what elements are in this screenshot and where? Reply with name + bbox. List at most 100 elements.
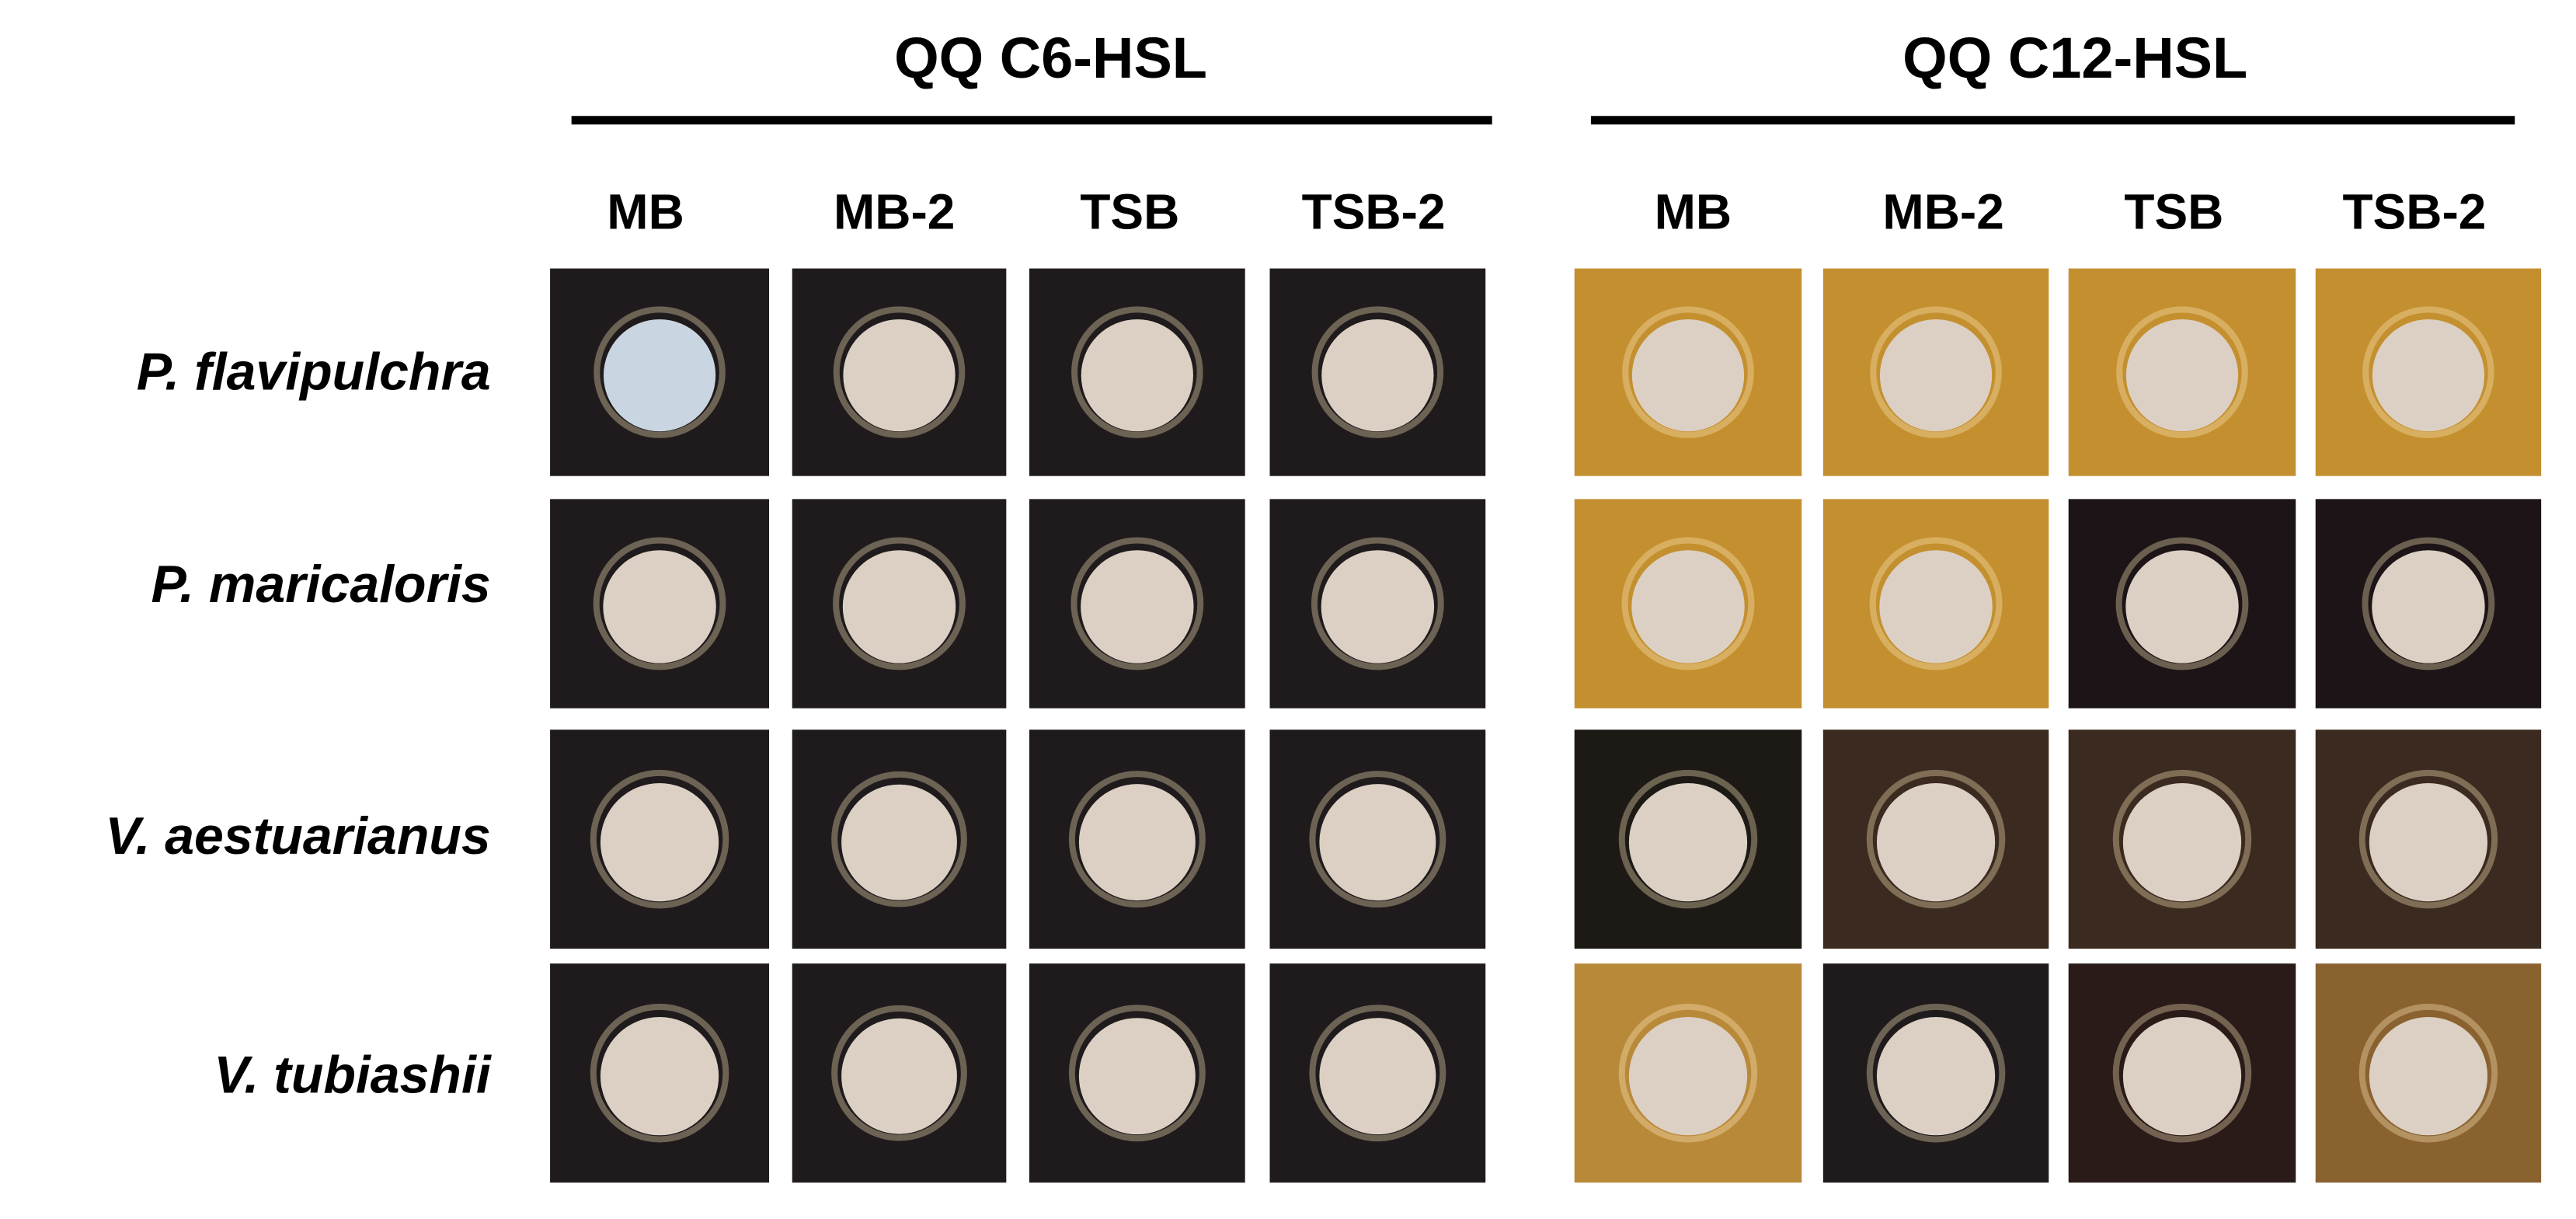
- photo-tile: [1574, 963, 1802, 1183]
- well: [1876, 1017, 1996, 1136]
- photo-tile: [792, 499, 1007, 709]
- column-header: MB: [1655, 184, 1732, 240]
- well: [841, 784, 957, 900]
- well: [1879, 319, 1993, 432]
- well: [1319, 784, 1436, 901]
- well: [2369, 783, 2488, 902]
- column-header: TSB-2: [2342, 184, 2486, 240]
- column-header: TSB-2: [1302, 184, 1446, 240]
- well-rim: [831, 771, 967, 907]
- well: [2369, 1017, 2488, 1136]
- well-rim: [1068, 1005, 1206, 1142]
- photo-tile: [1269, 730, 1486, 949]
- well-rim: [1311, 306, 1444, 438]
- well-rim: [2116, 306, 2248, 438]
- group-title: QQ C12-HSL: [1902, 26, 2247, 90]
- well: [2372, 550, 2485, 663]
- well-rim: [2358, 769, 2498, 909]
- photo-tile: [2315, 499, 2542, 709]
- photo-tile: [550, 499, 770, 709]
- well-rim: [590, 769, 729, 909]
- well: [843, 319, 956, 432]
- row-label: P. flavipulchra: [137, 342, 491, 401]
- well: [1321, 319, 1434, 432]
- well: [600, 783, 719, 902]
- well-rim: [2112, 1003, 2252, 1143]
- well-rim: [1309, 1005, 1446, 1142]
- photo-tile: [2068, 963, 2296, 1183]
- well-rim: [2362, 537, 2495, 670]
- well-rim: [1068, 771, 1206, 908]
- photo-tile: [1029, 268, 1245, 476]
- photo-tile: [550, 963, 770, 1183]
- well-rim: [1621, 537, 1755, 670]
- row-label: V. tubiashii: [214, 1046, 493, 1105]
- well: [1319, 1018, 1436, 1135]
- well-rim: [1309, 771, 1446, 908]
- photo-tile: [792, 730, 1007, 949]
- well-rim: [831, 1005, 967, 1141]
- well: [841, 1018, 957, 1134]
- well: [1628, 783, 1748, 902]
- well-rim: [594, 306, 726, 438]
- well-rim: [1866, 1003, 2006, 1143]
- well-rim: [1870, 306, 2002, 438]
- column-header: TSB: [1080, 184, 1179, 240]
- well: [1628, 1017, 1748, 1136]
- photo-tile: [2068, 268, 2296, 476]
- photo-tile: [2068, 499, 2296, 709]
- photo-tile: [2315, 268, 2542, 476]
- photo-tile: [1269, 499, 1486, 709]
- well: [603, 550, 716, 663]
- well: [1631, 319, 1745, 432]
- photo-tile: [1574, 499, 1802, 709]
- group-title: QQ C6-HSL: [894, 26, 1207, 90]
- well-rim: [593, 537, 726, 670]
- well-rim: [1869, 537, 2003, 670]
- well-rim: [2362, 306, 2494, 438]
- row-label: V. aestuarianus: [105, 806, 490, 865]
- well: [2125, 319, 2239, 432]
- photo-tile: [550, 730, 770, 949]
- row-label: P. maricaloris: [151, 555, 490, 614]
- photo-tile: [792, 268, 1007, 476]
- well-rim: [1866, 769, 2006, 909]
- photo-tile: [1574, 730, 1802, 949]
- photo-tile: [1029, 963, 1245, 1183]
- well: [2372, 319, 2485, 432]
- photo-tile: [1822, 963, 2049, 1183]
- photo-tile: [792, 963, 1007, 1183]
- well-rim: [2112, 769, 2252, 909]
- column-header: MB-2: [834, 184, 955, 240]
- well: [603, 319, 716, 432]
- well: [2122, 1017, 2242, 1136]
- well: [1876, 783, 1996, 902]
- column-header: MB: [607, 184, 684, 240]
- photo-tile: [2068, 730, 2296, 949]
- well-rim: [2115, 537, 2249, 670]
- well-rim: [2358, 1003, 2498, 1143]
- well: [1321, 550, 1435, 663]
- photo-tile: [1822, 268, 2049, 476]
- well-rim: [590, 1003, 729, 1143]
- photo-tile: [1029, 499, 1245, 709]
- column-header: MB-2: [1882, 184, 2003, 240]
- well-rim: [833, 537, 966, 670]
- well-rim: [1070, 537, 1204, 670]
- well: [1879, 550, 1993, 663]
- well: [1081, 319, 1193, 432]
- well-rim: [1071, 306, 1203, 438]
- well-rim: [1311, 537, 1444, 670]
- photo-tile: [550, 268, 770, 476]
- photo-tile: [1269, 963, 1486, 1183]
- well: [2125, 550, 2239, 663]
- photo-tile: [1029, 730, 1245, 949]
- well: [1078, 1018, 1196, 1135]
- photo-tile: [1822, 730, 2049, 949]
- well: [1081, 550, 1194, 663]
- column-header: TSB: [2124, 184, 2223, 240]
- photo-tile: [1269, 268, 1486, 476]
- well: [1078, 784, 1196, 901]
